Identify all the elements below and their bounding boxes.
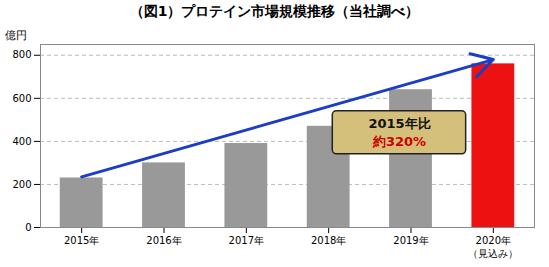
svg-text:2020年: 2020年	[476, 235, 511, 246]
svg-text:600: 600	[12, 93, 31, 104]
svg-text:800: 800	[12, 49, 31, 60]
svg-text:200: 200	[12, 179, 31, 190]
svg-text:2017年: 2017年	[229, 235, 264, 246]
svg-text:0: 0	[25, 222, 31, 233]
svg-text:2015年比: 2015年比	[368, 116, 430, 131]
svg-text:億円: 億円	[5, 29, 27, 42]
svg-text:2015年: 2015年	[64, 235, 99, 246]
html-text:（図1）プロテイン市場規模推移（当社調べ）: （図1）プロテイン市場規模推移（当社調べ）	[129, 3, 420, 19]
svg-text:2019年: 2019年	[393, 235, 428, 246]
svg-text:400: 400	[12, 136, 31, 147]
svg-text:（見込み）: （見込み）	[468, 248, 518, 259]
svg-text:約320%: 約320%	[372, 134, 426, 149]
svg-text:2018年: 2018年	[311, 235, 346, 246]
svg-text:2016年: 2016年	[146, 235, 181, 246]
